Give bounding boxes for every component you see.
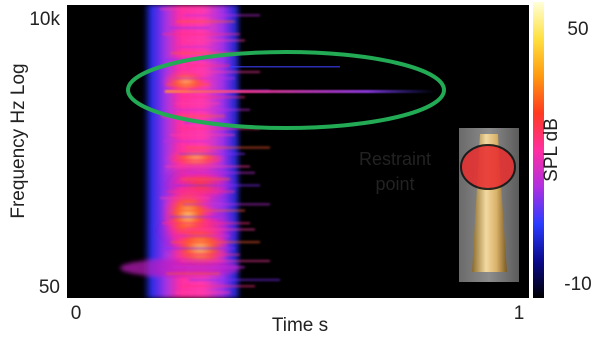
colorbar-label: SPL dB	[541, 118, 562, 182]
y-axis-label: Frequency Hz Log	[8, 63, 29, 218]
restraint-inset: Restraint point	[359, 128, 519, 282]
spectral-streak	[186, 146, 270, 149]
spectral-streak	[160, 8, 200, 10]
spectral-streak	[178, 45, 220, 48]
spectral-streak	[169, 215, 220, 218]
spectral-streak	[170, 134, 235, 136]
restraint-marker	[460, 144, 516, 190]
spectral-streak	[174, 184, 260, 187]
tonal-line	[165, 66, 435, 93]
spectral-streak	[181, 178, 230, 181]
inset-label-line1: Restraint	[359, 149, 431, 169]
spectral-streaks	[160, 8, 280, 294]
spectral-streak	[180, 260, 270, 262]
spectral-streak	[164, 247, 235, 250]
y-tick-top: 10k	[29, 9, 60, 30]
spectral-streak	[182, 96, 245, 99]
inset-label-line2: point	[375, 174, 414, 194]
spectral-streak	[185, 39, 245, 42]
y-tick-bottom: 50	[39, 277, 60, 298]
spectral-streak	[171, 241, 260, 244]
spectral-streak	[187, 64, 230, 67]
spectral-streak	[185, 228, 255, 231]
spectral-streak	[162, 33, 240, 36]
spectral-streak	[165, 165, 250, 168]
spectral-streak	[176, 20, 235, 23]
spectral-streak	[160, 197, 210, 199]
spectral-streak	[162, 222, 250, 225]
spectral-streak	[166, 272, 220, 275]
colorbar-tick-top: 50	[567, 19, 588, 40]
spectral-streak	[168, 108, 250, 111]
spectral-streak	[169, 26, 210, 29]
spectral-streak	[183, 14, 260, 17]
x-tick-left: 0	[71, 303, 82, 324]
annotation-ellipse	[126, 50, 446, 130]
spectral-streak	[171, 52, 250, 55]
spectral-streak	[187, 253, 240, 256]
spectral-streak	[180, 71, 260, 73]
spectral-streak	[172, 159, 220, 162]
colorbar-tick-bottom: -10	[564, 274, 591, 295]
spectral-streak	[175, 291, 230, 294]
spectral-streak	[182, 285, 255, 288]
spectral-streak	[173, 266, 245, 269]
spectral-streak	[163, 140, 210, 143]
spectral-streak	[161, 115, 225, 118]
spectral-streak	[167, 190, 235, 193]
spectral-streak	[173, 77, 235, 80]
spectral-streak	[189, 278, 280, 281]
spectral-streak	[178, 234, 230, 237]
spectral-streak	[166, 83, 210, 86]
spectral-streak	[188, 171, 255, 174]
spectral-streak	[175, 102, 220, 105]
colorbar	[533, 2, 544, 298]
spectral-streak	[176, 209, 245, 212]
spectral-streak	[177, 127, 260, 130]
x-tick-right: 1	[514, 303, 525, 324]
spectral-streak	[179, 152, 245, 155]
spectral-streak	[183, 203, 270, 206]
x-axis-label: Time s	[272, 315, 328, 336]
